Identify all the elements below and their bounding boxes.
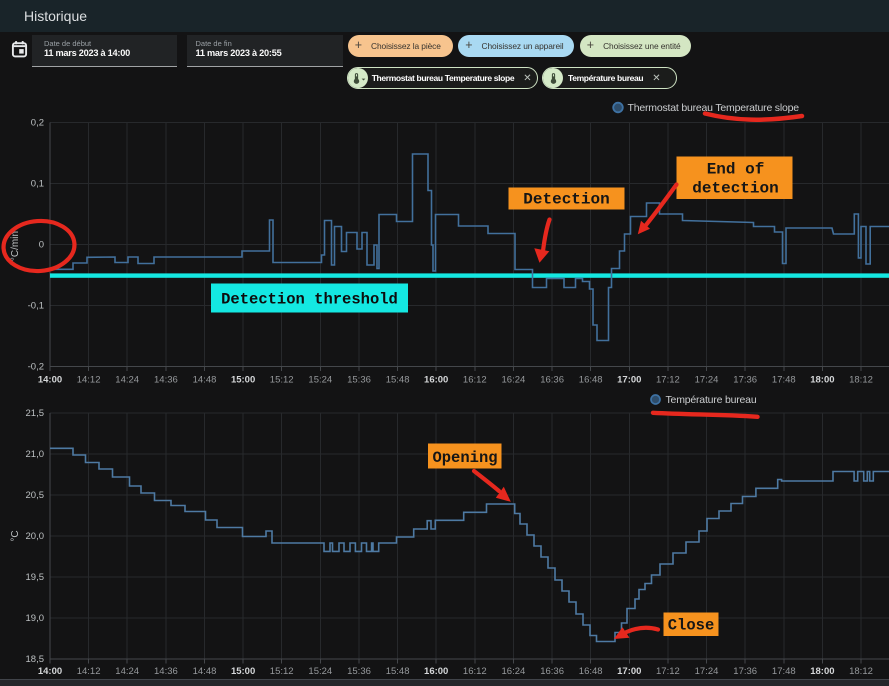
svg-text:21,0: 21,0 xyxy=(26,449,45,460)
svg-text:18:12: 18:12 xyxy=(849,666,873,677)
svg-text:17:24: 17:24 xyxy=(695,666,719,677)
svg-text:detection: detection xyxy=(692,180,778,198)
svg-text:0,2: 0,2 xyxy=(31,118,44,129)
svg-text:15:36: 15:36 xyxy=(347,375,371,386)
svg-text:16:12: 16:12 xyxy=(463,375,487,386)
svg-text:18:00: 18:00 xyxy=(810,666,834,677)
svg-text:0: 0 xyxy=(39,240,44,251)
svg-text:14:36: 14:36 xyxy=(154,375,178,386)
svg-text:15:12: 15:12 xyxy=(270,666,294,677)
svg-text:Detection threshold: Detection threshold xyxy=(221,291,398,309)
svg-text:19,5: 19,5 xyxy=(26,572,45,583)
svg-text:14:48: 14:48 xyxy=(193,666,217,677)
svg-text:21,5: 21,5 xyxy=(26,408,45,419)
svg-text:°C: °C xyxy=(10,530,21,541)
svg-text:16:24: 16:24 xyxy=(502,375,526,386)
svg-text:16:12: 16:12 xyxy=(463,666,487,677)
svg-text:18,5: 18,5 xyxy=(26,654,45,665)
svg-text:°C/min: °C/min xyxy=(10,231,21,261)
svg-text:17:12: 17:12 xyxy=(656,375,680,386)
svg-text:19,0: 19,0 xyxy=(26,613,45,624)
svg-text:18:00: 18:00 xyxy=(810,375,834,386)
svg-text:14:24: 14:24 xyxy=(115,375,139,386)
svg-text:15:36: 15:36 xyxy=(347,666,371,677)
svg-text:Température bureau: Température bureau xyxy=(666,394,757,406)
svg-text:17:00: 17:00 xyxy=(617,666,641,677)
svg-text:17:36: 17:36 xyxy=(733,375,757,386)
svg-text:20,5: 20,5 xyxy=(26,490,45,501)
svg-text:Close: Close xyxy=(668,617,715,635)
svg-text:Detection: Detection xyxy=(523,191,609,209)
svg-text:16:36: 16:36 xyxy=(540,375,564,386)
svg-text:16:48: 16:48 xyxy=(579,375,603,386)
svg-text:0,1: 0,1 xyxy=(31,179,44,190)
svg-text:15:24: 15:24 xyxy=(308,375,332,386)
svg-text:Thermostat bureau Temperature: Thermostat bureau Temperature slope xyxy=(628,102,800,114)
svg-text:15:24: 15:24 xyxy=(308,666,332,677)
svg-text:15:48: 15:48 xyxy=(386,375,410,386)
svg-text:16:48: 16:48 xyxy=(579,666,603,677)
svg-text:14:48: 14:48 xyxy=(193,375,217,386)
svg-text:17:36: 17:36 xyxy=(733,666,757,677)
svg-text:17:48: 17:48 xyxy=(772,375,796,386)
svg-text:14:12: 14:12 xyxy=(77,375,101,386)
svg-text:14:36: 14:36 xyxy=(154,666,178,677)
svg-text:Opening: Opening xyxy=(432,449,497,467)
svg-text:14:12: 14:12 xyxy=(77,666,101,677)
svg-text:14:00: 14:00 xyxy=(38,666,62,677)
svg-text:14:00: 14:00 xyxy=(38,375,62,386)
svg-text:17:24: 17:24 xyxy=(695,375,719,386)
svg-text:15:48: 15:48 xyxy=(386,666,410,677)
svg-text:18:12: 18:12 xyxy=(849,375,873,386)
svg-text:15:12: 15:12 xyxy=(270,375,294,386)
svg-text:15:00: 15:00 xyxy=(231,666,255,677)
svg-text:16:00: 16:00 xyxy=(424,375,448,386)
svg-text:20,0: 20,0 xyxy=(26,531,45,542)
svg-text:17:12: 17:12 xyxy=(656,666,680,677)
svg-text:-0,1: -0,1 xyxy=(28,301,44,312)
svg-text:16:36: 16:36 xyxy=(540,666,564,677)
svg-text:15:00: 15:00 xyxy=(231,375,255,386)
svg-text:14:24: 14:24 xyxy=(115,666,139,677)
svg-text:End of: End of xyxy=(707,161,765,179)
svg-text:16:24: 16:24 xyxy=(502,666,526,677)
svg-text:17:00: 17:00 xyxy=(617,375,641,386)
svg-text:16:00: 16:00 xyxy=(424,666,448,677)
svg-text:-0,2: -0,2 xyxy=(28,362,44,373)
svg-text:17:48: 17:48 xyxy=(772,666,796,677)
